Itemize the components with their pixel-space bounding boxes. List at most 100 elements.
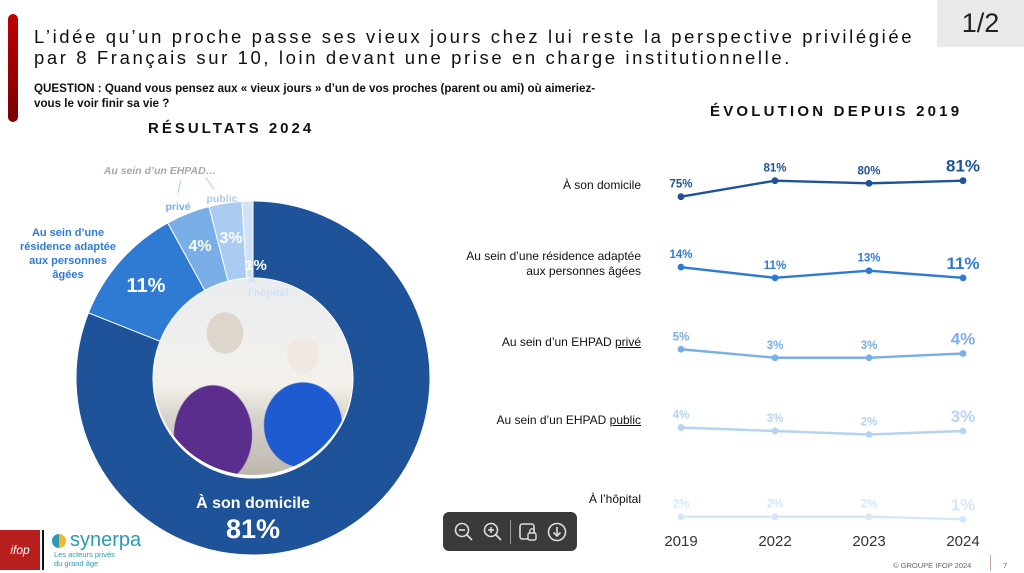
zoom-out-button[interactable] — [452, 520, 476, 544]
data-label: 11% — [946, 254, 979, 273]
slice-value-label: 81% — [226, 514, 280, 544]
data-label: 81% — [946, 157, 980, 176]
download-button[interactable] — [545, 520, 569, 544]
slice-value-label: 3% — [219, 230, 242, 247]
pdf-viewer-toolbar — [443, 512, 577, 551]
survey-question: QUESTION : Quand vous pensez aux « vieux… — [34, 82, 674, 111]
slice-category-label: l’hôpital — [248, 287, 288, 299]
donut-slice — [75, 200, 431, 556]
row-label-domicile: À son domicile — [563, 178, 641, 193]
row-label-text: Au sein d’un EHPAD — [501, 335, 615, 349]
data-point — [677, 193, 685, 201]
data-point — [865, 513, 873, 521]
presentation-button[interactable] — [516, 520, 540, 544]
page-number: 7 — [1003, 561, 1008, 570]
row-label-text: À son domicile — [562, 178, 641, 192]
data-point — [771, 427, 779, 435]
series-line — [680, 426, 964, 436]
slice-category-label: A — [248, 274, 256, 286]
donut-slice — [241, 200, 254, 279]
data-label: 80% — [857, 165, 880, 177]
data-point — [771, 354, 779, 362]
slice-category-label: résidence adaptée — [20, 241, 116, 253]
row-label-residence: Au sein d’une résidence adaptée aux pers… — [466, 249, 641, 279]
data-label: 3% — [951, 407, 976, 426]
data-label: 3% — [767, 413, 784, 425]
data-point — [865, 179, 873, 187]
row-label-hopital: À l’hôpital — [589, 492, 641, 507]
leader-line — [205, 177, 215, 190]
logo-divider — [42, 530, 44, 570]
slice-category-label: Au sein d’une — [32, 227, 104, 239]
data-label: 4% — [673, 410, 690, 422]
data-point — [959, 515, 967, 523]
slice-category-label: privé — [165, 201, 190, 213]
data-point — [771, 274, 779, 282]
x-tick-label: 2019 — [664, 533, 697, 550]
question-line-2: vous le voir finir sa vie ? — [34, 96, 170, 110]
synerpa-logo-name: synerpa — [70, 529, 142, 551]
data-point — [959, 427, 967, 435]
data-point — [959, 177, 967, 185]
row-label-underlined: privé — [614, 335, 641, 349]
data-point — [677, 263, 685, 271]
data-point — [865, 431, 873, 438]
synerpa-logo: synerpa Les acteurs privés du grand âge — [52, 530, 141, 568]
line-chart-title: ÉVOLUTION DEPUIS 2019 — [710, 103, 963, 120]
data-label: 2% — [767, 499, 784, 511]
accent-bar — [8, 14, 18, 122]
row-label-ehpad-public: Au sein d’un EHPAD public — [496, 413, 641, 428]
slice-value-label: 1% — [245, 257, 267, 274]
x-tick-label: 2024 — [946, 533, 979, 550]
synerpa-tagline-2: du grand âge — [54, 559, 99, 568]
row-label-text: Au sein d’une résidence adaptée — [466, 249, 641, 263]
data-point — [677, 513, 685, 521]
slice-value-label: 11% — [127, 275, 166, 297]
data-label: 3% — [767, 340, 784, 352]
slice-category-label: À son domicile — [196, 493, 310, 512]
data-point — [677, 345, 685, 353]
data-label: 5% — [673, 331, 690, 343]
data-label: 4% — [951, 330, 976, 349]
data-point — [771, 513, 779, 521]
data-point — [959, 350, 967, 357]
center-photo — [153, 275, 353, 475]
slice-value-label: 4% — [188, 238, 211, 255]
copyright: © GROUPE IFOP 2024 — [893, 561, 972, 570]
footer-divider — [990, 555, 991, 571]
series-line — [680, 348, 964, 359]
synerpa-tagline-1: Les acteurs privés — [54, 550, 115, 559]
x-tick-label: 2022 — [758, 533, 791, 550]
data-point — [677, 424, 685, 431]
leader-line — [177, 179, 182, 194]
question-line-1: QUESTION : Quand vous pensez aux « vieux… — [34, 82, 596, 95]
row-label-text: À l’hôpital — [588, 492, 641, 506]
slice-category-label: âgées — [52, 269, 83, 281]
zoom-in-button[interactable] — [481, 520, 505, 544]
slice-category-label: aux personnes — [29, 255, 107, 267]
zoom-in-icon — [483, 522, 502, 541]
data-label: 2% — [673, 499, 690, 511]
toolbar-divider — [509, 519, 511, 544]
data-label: 11% — [764, 260, 786, 272]
row-label-text: aux personnes âgées — [526, 264, 641, 278]
slice-category-label: public — [207, 193, 238, 205]
page-indicator: 1/2 — [937, 0, 1024, 47]
x-tick-label: 2023 — [852, 533, 885, 550]
data-point — [771, 177, 779, 185]
data-point — [865, 354, 873, 362]
presentation-lock-icon — [518, 522, 537, 541]
zoom-out-icon — [454, 522, 473, 541]
data-label: 13% — [857, 253, 880, 265]
data-label: 75% — [669, 179, 692, 191]
data-label: 3% — [861, 340, 878, 352]
headline: L’idée qu’un proche passe ses vieux jour… — [34, 26, 914, 68]
data-label: 14% — [669, 249, 692, 261]
headline-line-1: L’idée qu’un proche passe ses vieux jour… — [34, 26, 915, 47]
synerpa-logo-mark — [52, 534, 66, 548]
data-label: 2% — [861, 417, 878, 429]
row-label-text: Au sein d’un EHPAD — [496, 413, 610, 427]
series-line — [681, 515, 964, 521]
